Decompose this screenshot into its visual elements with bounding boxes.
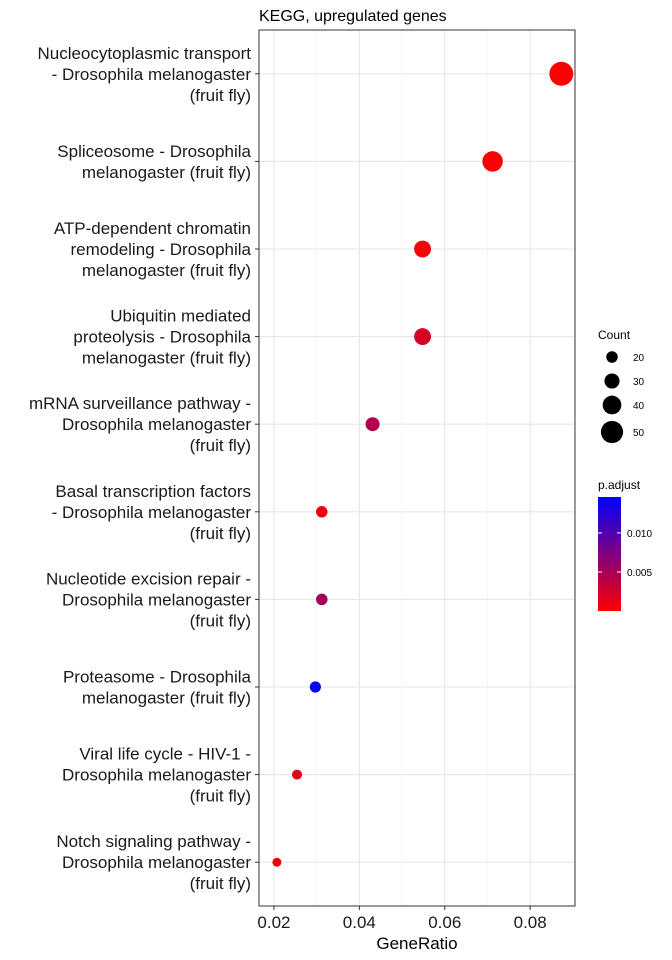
size-legend-label: 50 xyxy=(633,428,645,439)
y-axis-labels: Nucleocytoplasmic transport - Drosophila … xyxy=(29,44,259,893)
x-tick-label: 0.02 xyxy=(257,913,290,932)
y-tick-label-line: Ubiquitin mediated xyxy=(110,307,251,326)
data-point xyxy=(272,857,282,867)
y-tick-label: Spliceosome - Drosophila melanogaster (fr… xyxy=(57,142,251,182)
x-tick-label: 0.08 xyxy=(514,913,547,932)
data-point xyxy=(549,61,574,86)
y-tick-label-line: Notch signaling pathway - xyxy=(56,832,251,851)
plot-panel xyxy=(259,30,575,906)
data-point xyxy=(309,681,321,693)
color-legend: p.adjust 0.005 0.010 xyxy=(598,478,652,611)
data-point xyxy=(316,506,328,518)
y-tick-label-line: (fruit fly) xyxy=(190,874,251,893)
color-legend-bar xyxy=(598,497,621,611)
data-point xyxy=(482,151,503,172)
y-tick-label: Nucleocytoplasmic transport - Drosophila … xyxy=(37,44,251,105)
y-tick-label-line: (fruit fly) xyxy=(190,86,251,105)
size-legend-label: 40 xyxy=(633,401,645,412)
y-tick-label-line: remodeling - Drosophila xyxy=(71,240,252,259)
data-point xyxy=(414,240,431,258)
points-layer xyxy=(272,61,574,867)
y-tick-label-line: melanogaster (fruit fly) xyxy=(82,349,251,368)
y-tick-label: ATP-dependent chromatin remodeling - Dros… xyxy=(54,219,252,280)
y-tick-label-line: mRNA surveillance pathway - xyxy=(29,394,251,413)
size-legend-title: Count xyxy=(598,328,631,342)
size-legend-key xyxy=(606,351,618,363)
y-tick-label-line: Viral life cycle - HIV-1 - xyxy=(79,745,251,764)
y-tick-label-line: Nucleotide excision repair - xyxy=(46,569,251,588)
plot-border xyxy=(258,29,576,907)
y-tick-label: mRNA surveillance pathway - Drosophila me… xyxy=(29,394,251,455)
y-tick-label-line: Proteasome - Drosophila xyxy=(63,668,252,687)
y-tick-label-line: Basal transcription factors xyxy=(55,482,251,501)
size-legend: Count 20 30 40 50 xyxy=(598,328,645,444)
y-tick-label: Ubiquitin mediated proteolysis - Drosophi… xyxy=(73,307,251,368)
y-tick-label-line: Drosophila melanogaster xyxy=(62,853,251,872)
x-axis: 0.02 0.04 0.06 0.08 xyxy=(257,906,547,932)
y-tick-label-line: Drosophila melanogaster xyxy=(62,590,251,609)
x-axis-title: GeneRatio xyxy=(376,934,457,953)
color-legend-title: p.adjust xyxy=(598,478,641,492)
y-tick-label-line: - Drosophila melanogaster xyxy=(52,65,252,84)
y-tick-label: Basal transcription factors - Drosophila … xyxy=(52,482,252,543)
data-point xyxy=(365,417,380,432)
data-point xyxy=(414,328,431,346)
y-tick-label-line: (fruit fly) xyxy=(190,436,251,455)
y-tick-label: Viral life cycle - HIV-1 - Drosophila mel… xyxy=(62,745,251,806)
y-tick-label-line: melanogaster (fruit fly) xyxy=(82,689,251,708)
y-tick-label-line: (fruit fly) xyxy=(190,524,251,543)
y-tick-label-line: proteolysis - Drosophila xyxy=(73,328,251,347)
x-tick-label: 0.06 xyxy=(428,913,461,932)
data-point xyxy=(316,593,328,606)
size-legend-label: 20 xyxy=(633,353,645,364)
y-tick-label: Nucleotide excision repair - Drosophila m… xyxy=(46,569,251,630)
color-legend-label: 0.005 xyxy=(627,568,652,579)
size-legend-key xyxy=(604,373,620,389)
data-point xyxy=(291,769,303,780)
y-tick-label-line: melanogaster (fruit fly) xyxy=(82,163,251,182)
size-legend-key xyxy=(602,395,622,415)
y-tick-label-line: Drosophila melanogaster xyxy=(62,766,251,785)
y-tick-label-line: (fruit fly) xyxy=(190,787,251,806)
size-legend-label: 30 xyxy=(633,377,645,388)
y-tick-label-line: Nucleocytoplasmic transport xyxy=(37,44,251,63)
x-tick-label: 0.04 xyxy=(343,913,376,932)
y-tick-label: Notch signaling pathway - Drosophila mela… xyxy=(56,832,251,893)
y-tick-label: Proteasome - Drosophila melanogaster (fru… xyxy=(63,668,252,708)
plot-title: KEGG, upregulated genes xyxy=(259,8,447,25)
color-legend-label: 0.010 xyxy=(627,529,652,540)
y-tick-label-line: (fruit fly) xyxy=(190,611,251,630)
y-tick-label-line: - Drosophila melanogaster xyxy=(52,503,252,522)
y-tick-label-line: ATP-dependent chromatin xyxy=(54,219,251,238)
size-legend-key xyxy=(600,420,624,444)
y-tick-label-line: Spliceosome - Drosophila xyxy=(57,142,251,161)
y-tick-label-line: melanogaster (fruit fly) xyxy=(82,261,251,280)
y-tick-label-line: Drosophila melanogaster xyxy=(62,415,251,434)
